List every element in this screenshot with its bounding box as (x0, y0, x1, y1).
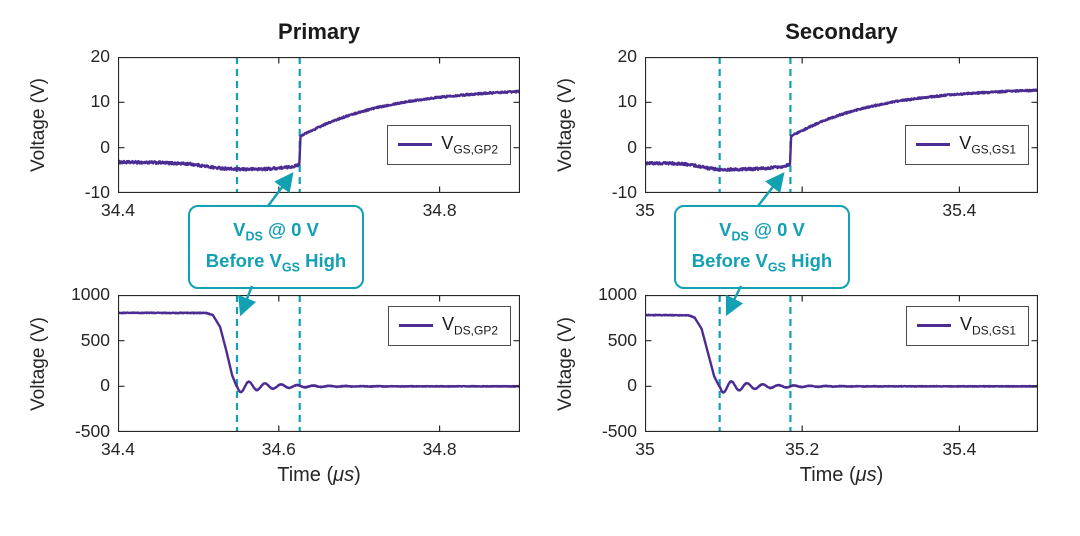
y-tick-label: 0 (100, 375, 110, 396)
x-tick-label: 34.8 (422, 439, 457, 459)
x-tick-label: 35 (635, 200, 655, 220)
y-tick-label: 10 (617, 91, 637, 112)
y-tick-label: -500 (601, 421, 637, 441)
y-tick-label: 500 (80, 329, 110, 350)
legend-line-sample (916, 143, 951, 147)
subplot-primary-gate-voltage: Primary Voltage (V) VGS,GP2 34.4 34.8 -10 0… (28, 19, 520, 220)
y-tick-label: 0 (100, 136, 110, 157)
legend: VGS,GS1 (905, 125, 1029, 165)
y-tick-label: -10 (84, 182, 110, 202)
y-tick-label: 1000 (71, 284, 110, 304)
legend-label: VDS,GS1 (959, 314, 1016, 338)
x-tick-label: 35 (635, 439, 655, 459)
x-tick-label: 34.6 (261, 439, 296, 459)
legend-line-sample (398, 143, 433, 147)
y-tick-label: 1000 (598, 284, 637, 304)
legend-line-sample (398, 324, 433, 328)
y-tick-label: -500 (74, 421, 110, 441)
y-tick-label: 20 (90, 46, 110, 66)
y-tick-label: 0 (627, 375, 637, 396)
y-tick-label: -10 (611, 182, 637, 202)
x-tick-label: 35.4 (942, 439, 977, 459)
legend-label: VGS,GP2 (441, 133, 498, 157)
x-tick-label: 35.2 (785, 439, 820, 459)
legend: VGS,GP2 (387, 125, 511, 165)
legend-label: VDS,GP2 (441, 314, 498, 338)
x-tick-label: 34.4 (100, 200, 136, 220)
subplot-primary-drain-voltage: Voltage (V) VDS,GP2 Time (μs) 34.4 34.6 34… (28, 284, 520, 486)
callout-primary: VDS @ 0 V Before VGS High (188, 205, 364, 290)
subplot-secondary-gate-voltage: Secondary Voltage (V) VGS,GS1 35 35.4 -10 0… (555, 19, 1038, 220)
y-tick-label: 0 (627, 136, 637, 157)
plot-title-primary: Primary (278, 19, 360, 44)
x-axis-label: Time (μs) (277, 464, 361, 486)
legend: VDS,GS1 (905, 306, 1029, 346)
x-tick-label: 35.4 (942, 200, 977, 220)
x-tick-label: 34.4 (100, 439, 136, 459)
y-tick-label: 10 (90, 91, 110, 112)
legend-label: VGS,GS1 (959, 133, 1016, 157)
subplot-secondary-drain-voltage: Voltage (V) VDS,GS1 Time (μs) 35 35.2 35.4… (555, 284, 1038, 486)
x-tick-label: 34.8 (422, 200, 457, 220)
y-tick-label: 20 (617, 46, 637, 66)
plot-title-secondary: Secondary (785, 19, 898, 44)
x-axis-label: Time (μs) (799, 464, 884, 486)
y-tick-label: 500 (607, 329, 637, 350)
callout-secondary: VDS @ 0 V Before VGS High (674, 205, 850, 290)
legend: VDS,GP2 (387, 306, 511, 346)
legend-line-sample (916, 324, 951, 328)
